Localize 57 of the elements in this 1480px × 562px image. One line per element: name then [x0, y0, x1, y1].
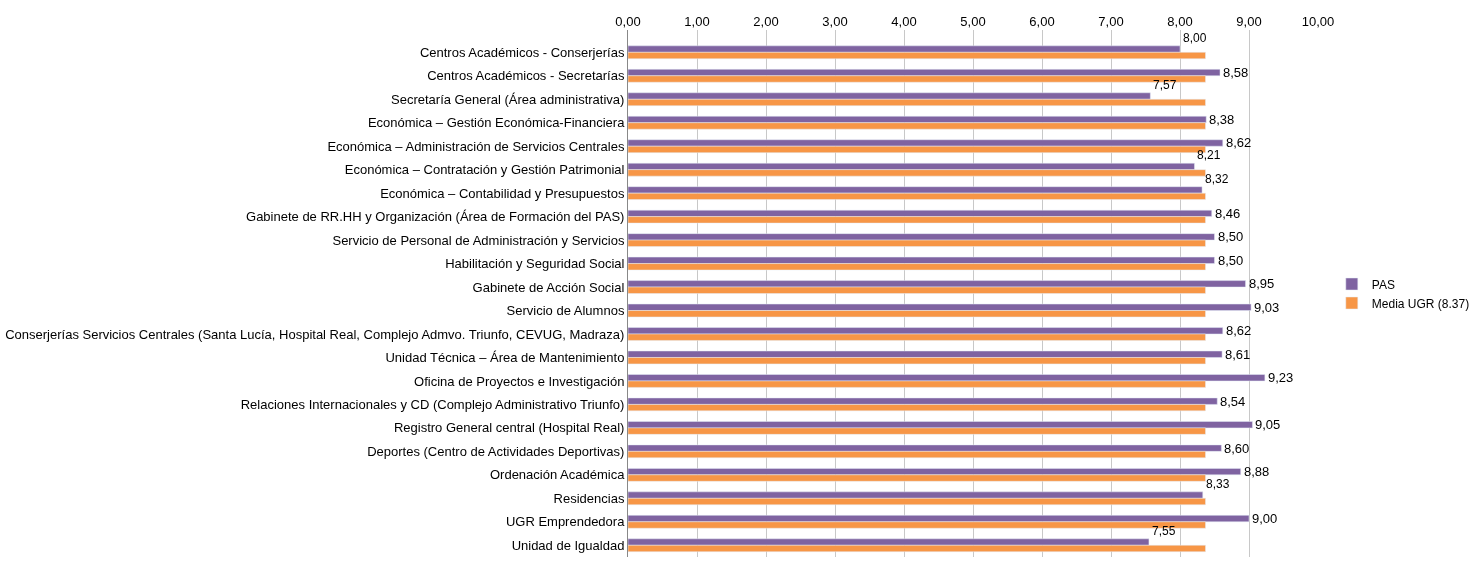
y-tick-label: Secretaría General (Área administrativa)	[391, 91, 625, 107]
x-tick-label: 3,00	[822, 14, 848, 30]
data-label: 8,62	[1226, 135, 1252, 150]
y-tick-label: Económica – Administración de Servicios Centrales	[327, 138, 625, 154]
data-label: 8,38	[1209, 112, 1235, 127]
y-tick-label: Centros Académicos - Secretarías	[427, 68, 625, 84]
data-label: 8,00	[1183, 31, 1207, 45]
legend-label: PAS	[1371, 277, 1395, 292]
y-tick-label: Conserjerías Servicios Centrales (Santa Lucía, Hospital Real, Complejo Admvo. Triunfo, CEVUG, Madraza)	[5, 326, 625, 342]
x-tick-label: 6,00	[1029, 14, 1055, 30]
data-label: 8,58	[1223, 65, 1249, 80]
x-tick-label: 1,00	[684, 14, 710, 30]
y-tick-label: Unidad Técnica – Área de Mantenimiento	[385, 350, 625, 366]
data-label: 8,50	[1218, 229, 1244, 244]
data-label: 8,61	[1225, 347, 1251, 362]
data-label: 8,33	[1206, 477, 1230, 491]
y-tick-label: Unidad de Igualdad	[511, 537, 625, 553]
x-tick-label: 8,00	[1167, 14, 1193, 30]
data-label: 8,62	[1226, 323, 1252, 338]
y-tick-label: Habilitación y Seguridad Social	[445, 256, 625, 272]
y-tick-label: Deportes (Centro de Actividades Deportivas)	[367, 443, 625, 459]
x-tick-label: 10,00	[1301, 14, 1335, 30]
y-tick-label: UGR Emprendedora	[505, 514, 626, 530]
y-tick-label: Económica – Gestión Económica-Financiera	[367, 115, 626, 131]
x-tick-label: 4,00	[891, 14, 917, 30]
x-tick-label: 9,00	[1236, 14, 1262, 30]
legend-label: Media UGR (8.37)	[1371, 296, 1470, 311]
x-tick-label: 2,00	[753, 14, 779, 30]
data-label: 8,88	[1244, 464, 1270, 479]
data-label: 7,57	[1153, 78, 1177, 92]
data-label: 8,50	[1218, 253, 1244, 268]
y-tick-label: Gabinete de Acción Social	[472, 279, 625, 295]
y-tick-label: Registro General central (Hospital Real)	[393, 420, 625, 436]
x-tick-label: 7,00	[1098, 14, 1124, 30]
data-label: 8,54	[1220, 394, 1246, 409]
data-label: 8,60	[1224, 441, 1250, 456]
y-tick-label: Gabinete de RR.HH y Organización (Área de Formación del PAS)	[246, 209, 625, 225]
y-tick-label: Servicio de Alumnos	[506, 303, 625, 319]
data-label: 7,55	[1152, 524, 1176, 538]
data-label: 9,23	[1268, 370, 1294, 385]
x-tick-label: 5,00	[960, 14, 986, 30]
x-tick-label: 0,00	[615, 14, 641, 30]
y-tick-label: Centros Académicos - Conserjerías	[419, 44, 625, 60]
y-tick-label: Residencias	[553, 490, 625, 506]
y-tick-label: Económica – Contabilidad y Presupuestos	[380, 185, 625, 201]
data-label: 8,46	[1215, 206, 1241, 221]
y-tick-label: Servicio de Personal de Administración y Servicios	[332, 232, 625, 248]
data-label: 8,21	[1197, 148, 1221, 162]
data-label: 8,95	[1249, 276, 1275, 291]
data-label: 8,32	[1205, 172, 1229, 186]
data-label: 9,05	[1255, 417, 1281, 432]
y-tick-label: Relaciones Internacionales y CD (Complejo Administrativo Triunfo)	[240, 396, 625, 412]
y-tick-label: Ordenación Académica	[489, 467, 626, 483]
y-tick-label: Oficina de Proyectos e Investigación	[414, 373, 625, 389]
data-label: 9,03	[1254, 300, 1280, 315]
data-label: 9,00	[1252, 511, 1278, 526]
y-tick-label: Económica – Contratación y Gestión Patrimonial	[344, 162, 625, 178]
